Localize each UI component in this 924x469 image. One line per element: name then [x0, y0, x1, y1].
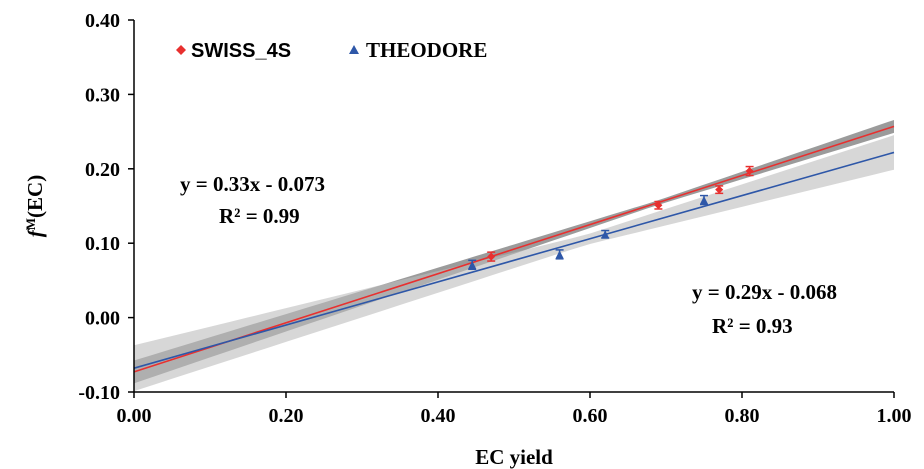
- swiss-equation: y = 0.33x - 0.073: [180, 172, 325, 196]
- y-tick-label: 0.20: [85, 159, 120, 181]
- data-point-swiss_4s: [715, 185, 724, 194]
- x-tick-label: 0.20: [269, 405, 304, 427]
- data-point-theodore: [555, 250, 564, 259]
- fit-line-swiss_4s: [133, 125, 895, 373]
- legend-marker-theodore: [349, 45, 359, 54]
- legend: SWISS_4S THEODORE: [176, 38, 487, 62]
- confidence-bands: [134, 119, 894, 392]
- data-point-theodore: [601, 230, 610, 239]
- y-tick-label: 0.00: [85, 308, 120, 330]
- y-axis-title-sup: M: [23, 218, 38, 230]
- x-tick-label: 0.60: [573, 405, 608, 427]
- theodore-equation: y = 0.29x - 0.068: [692, 280, 837, 304]
- theodore-r2: R² = 0.93: [712, 314, 793, 338]
- x-axis-title: EC yield: [475, 445, 553, 469]
- y-tick-label: -0.10: [78, 382, 120, 404]
- fit-lines: [133, 125, 895, 373]
- y-axis-title-main: f: [23, 228, 47, 237]
- data-point-theodore: [700, 196, 708, 205]
- y-axis-title: fM(EC): [23, 175, 47, 237]
- data-point-swiss_4s: [654, 201, 663, 210]
- legend-label-swiss: SWISS_4S: [191, 40, 291, 62]
- swiss-r2: R² = 0.99: [219, 204, 300, 228]
- data-points: [468, 165, 754, 270]
- y-tick-label: 0.40: [85, 10, 120, 32]
- legend-label-theodore: THEODORE: [366, 38, 487, 62]
- x-tick-label: 0.80: [725, 405, 760, 427]
- legend-marker-swiss: [176, 45, 186, 55]
- x-tick-label: 1.00: [877, 405, 912, 427]
- y-tick-label: 0.10: [85, 233, 120, 255]
- y-ticks: -0.10 0.00 0.10 0.20 0.30 0.40: [78, 10, 134, 404]
- x-ticks: 0.00 0.20 0.40 0.60 0.80 1.00: [117, 392, 912, 427]
- x-tick-label: 0.00: [117, 405, 152, 427]
- data-point-theodore: [468, 260, 477, 269]
- data-point-swiss_4s: [487, 252, 496, 261]
- y-axis-title-rest: (EC): [23, 175, 47, 218]
- data-point-swiss_4s: [745, 167, 754, 176]
- x-tick-label: 0.40: [421, 405, 456, 427]
- y-tick-label: 0.30: [85, 84, 120, 106]
- fit-line-theodore: [133, 151, 895, 369]
